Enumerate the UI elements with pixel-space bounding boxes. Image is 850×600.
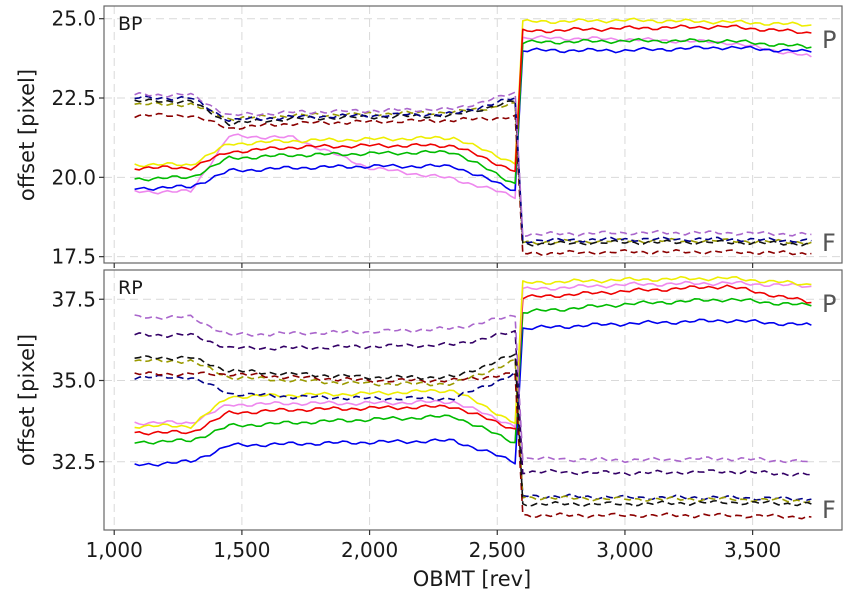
series-line-blue-solid (134, 318, 812, 467)
series-line-purple-dashed (134, 314, 812, 464)
x-tick-label: 2,500 (469, 538, 526, 562)
series-line-violet-solid (134, 280, 812, 428)
series-line-black-dashed (134, 98, 812, 247)
series-line-indigo-dashed (134, 329, 812, 477)
series-line-yellow-solid (134, 17, 812, 168)
p-annotation: P (822, 290, 836, 318)
series-group (134, 17, 812, 256)
x-tick-label: 1,500 (213, 538, 270, 562)
x-tick-label: 1,000 (86, 538, 143, 562)
p-annotation: P (822, 26, 836, 54)
y-tick-label: 37.5 (51, 287, 96, 311)
f-annotation: F (822, 496, 836, 524)
series-line-navy-dashed (134, 371, 812, 502)
x-tick-label: 3,500 (724, 538, 781, 562)
y-tick-label: 20.0 (51, 165, 96, 189)
y-tick-label: 17.5 (51, 245, 96, 269)
series-group (134, 275, 812, 520)
plot-frame (103, 269, 843, 531)
rp-panel-label: RP (118, 277, 143, 299)
x-axis-title: OBMT [rev] (413, 567, 531, 591)
y-tick-label: 25.0 (51, 7, 96, 31)
bp-panel-label: BP (118, 13, 143, 35)
series-line-black-dashed (134, 353, 812, 508)
y-axis-title: offset [pixel] (15, 69, 39, 201)
series-line-darkred-dashed (134, 112, 812, 256)
plot-frame (103, 5, 843, 264)
rp-panel: 32.5 35.0 37.5 1,000 1,500 2,000 2,500 3,000 3,5… (15, 269, 843, 562)
y-tick-label: 35.0 (51, 369, 96, 393)
y-axis-title: offset [pixel] (15, 334, 39, 466)
x-tick-label: 3,000 (596, 538, 653, 562)
f-annotation: F (822, 229, 836, 257)
x-tick-label: 2,000 (341, 538, 398, 562)
series-line-red-solid (134, 284, 812, 436)
y-tick-label: 32.5 (51, 450, 96, 474)
series-line-green-solid (134, 297, 812, 445)
series-line-yellow-solid (134, 275, 812, 430)
series-line-green-solid (134, 37, 812, 185)
series-line-purple-dashed (134, 91, 812, 238)
series-line-blue-solid (134, 45, 812, 192)
series-line-red-solid (134, 24, 812, 173)
series-line-olive-dashed (134, 358, 812, 504)
y-tick-label: 22.5 (51, 86, 96, 110)
series-line-navy-dashed (134, 95, 812, 244)
series-line-darkred-dashed (134, 371, 812, 520)
